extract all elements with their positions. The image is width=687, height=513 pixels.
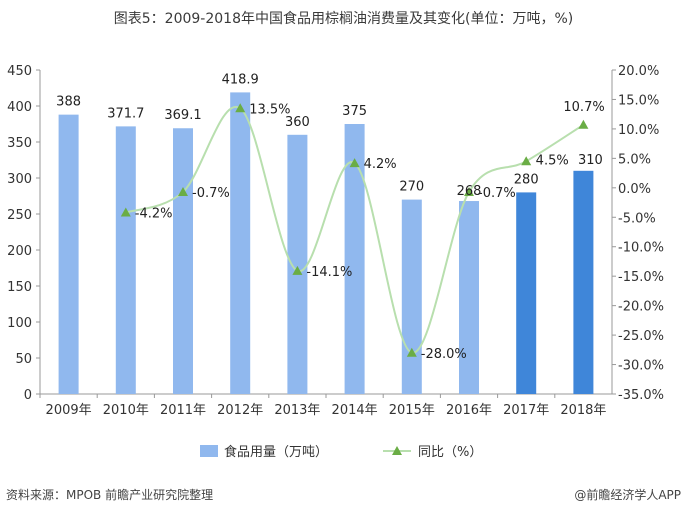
bar	[173, 128, 193, 395]
line-point-marker	[578, 119, 589, 129]
y-right-tick-label: -10.0%	[618, 241, 664, 256]
line-point-marker	[120, 207, 131, 217]
line-data-label: 4.5%	[536, 153, 569, 168]
bar	[230, 92, 251, 394]
chart-title: 图表5：2009-2018年中国食品用棕榈油消费量及其变化(单位：万吨，%)	[113, 11, 574, 27]
y-right-tick-label: 5.0%	[618, 152, 651, 167]
line-point-marker	[406, 347, 417, 357]
bar	[287, 134, 308, 395]
bar-data-label: 270	[399, 180, 424, 195]
line-point-marker	[235, 103, 246, 113]
y-left-tick-label: 250	[7, 208, 32, 223]
bar-data-label: 371.7	[107, 106, 144, 121]
x-tick-label: 2012年	[217, 403, 263, 418]
legend-label-bars: 食品用量（万吨）	[224, 444, 328, 460]
y-right-tick-label: -30.0%	[618, 359, 664, 374]
x-tick-label: 2014年	[332, 403, 378, 418]
bar	[459, 201, 479, 394]
line-point-marker	[521, 156, 532, 166]
bar-data-label: 375	[342, 104, 367, 119]
y-left-tick-label: 450	[7, 64, 32, 79]
x-tick-label: 2010年	[103, 403, 149, 418]
x-tick-label: 2011年	[160, 403, 206, 418]
y-right-tick-label: 20.0%	[618, 64, 659, 79]
x-tick-label: 2009年	[46, 403, 92, 418]
line-point-marker	[292, 265, 303, 275]
y-right-tick-label: -5.0%	[618, 211, 656, 226]
x-tick-label: 2015年	[389, 403, 435, 418]
bar	[573, 170, 594, 394]
bar-data-label: 268	[457, 184, 482, 199]
bar	[344, 124, 365, 394]
x-tick-label: 2018年	[560, 403, 606, 418]
bar-data-label: 310	[578, 153, 603, 168]
line-data-label: 4.2%	[364, 157, 397, 172]
bar	[58, 114, 79, 394]
y-right-tick-label: -20.0%	[618, 300, 664, 315]
line-point-marker	[349, 158, 360, 168]
legend-swatch-bars	[200, 445, 218, 457]
y-left-tick-label: 300	[7, 172, 32, 187]
x-tick-label: 2016年	[446, 403, 492, 418]
y-right-tick-label: -35.0%	[618, 388, 664, 403]
line-data-label: 13.5%	[249, 102, 290, 117]
bar-data-label: 360	[285, 115, 310, 130]
source-note: 资料来源：MPOB 前瞻产业研究院整理	[6, 488, 214, 502]
bar-data-label: 418.9	[222, 72, 259, 87]
line-data-label: -4.2%	[135, 207, 173, 222]
y-left-tick-label: 200	[7, 244, 32, 259]
line-data-label: -28.0%	[421, 347, 467, 362]
line-data-label: 10.7%	[563, 100, 604, 115]
y-left-tick-label: 0	[24, 388, 32, 403]
line-point-marker	[464, 186, 474, 196]
line-data-label: -0.7%	[192, 186, 230, 201]
y-right-tick-label: 0.0%	[618, 182, 651, 197]
x-tick-label: 2013年	[274, 403, 320, 418]
legend-marker	[392, 446, 402, 455]
bar	[516, 192, 537, 394]
y-right-tick-label: -15.0%	[618, 270, 664, 285]
line-data-label: -0.7%	[478, 186, 516, 201]
bar-data-label: 280	[514, 172, 539, 187]
bar	[401, 199, 422, 394]
legend-label-line: 同比（%）	[418, 445, 482, 460]
x-tick-label: 2017年	[503, 403, 549, 418]
bar	[115, 126, 136, 394]
line-point-marker	[178, 186, 188, 196]
y-left-tick-label: 100	[7, 316, 32, 331]
bar-data-label: 388	[56, 95, 81, 110]
y-left-tick-label: 150	[7, 280, 32, 295]
bar-data-label: 369.1	[164, 108, 201, 123]
y-left-tick-label: 50	[15, 352, 32, 367]
y-left-tick-label: 350	[7, 136, 32, 151]
y-right-tick-label: 15.0%	[618, 93, 659, 108]
y-right-tick-label: 10.0%	[618, 123, 659, 138]
y-left-tick-label: 400	[7, 100, 32, 115]
line-data-label: -14.1%	[306, 265, 352, 280]
brand-credit: @前瞻经济学人APP	[574, 488, 681, 502]
y-right-tick-label: -25.0%	[618, 329, 664, 344]
